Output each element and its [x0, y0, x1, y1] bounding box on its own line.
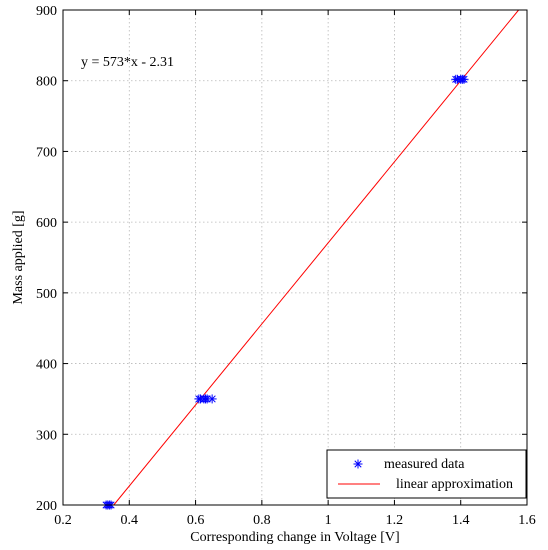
y-tick-label: 200: [36, 499, 57, 514]
y-tick-label: 700: [36, 145, 57, 160]
y-axis-title: Mass applied [g]: [11, 210, 26, 304]
fit-line: [113, 9, 520, 506]
x-tick-label: 1.6: [518, 513, 536, 528]
legend: measured data linear approximation: [326, 449, 527, 499]
data-point: [459, 74, 469, 84]
axis-ticks: [62, 9, 528, 506]
data-points-layer: [101, 74, 469, 510]
x-tick-label: 0.2: [54, 513, 72, 528]
y-tick-label: 900: [36, 4, 57, 19]
x-tick-label: 0.8: [253, 513, 271, 528]
fit-line-layer: [113, 9, 520, 506]
x-axis-title: Corresponding change in Voltage [V]: [190, 530, 399, 545]
grid-lines: [63, 10, 527, 505]
x-tick-label: 0.4: [121, 513, 139, 528]
y-tick-label: 300: [36, 428, 57, 443]
x-tick-label: 1: [325, 513, 332, 528]
x-tick-label: 1.4: [452, 513, 470, 528]
y-tick-label: 600: [36, 216, 57, 231]
tick-labels: 0.2 0.4 0.6 0.8 1 1.2 1.4 1.6 200 300 400 500 600 700…: [36, 4, 536, 528]
legend-label-linear: linear approximation: [396, 477, 513, 492]
x-tick-label: 0.6: [187, 513, 205, 528]
fit-equation-annotation: y = 573*x - 2.31: [81, 55, 174, 70]
data-point: [207, 394, 217, 404]
legend-marker-measured: [353, 459, 363, 469]
legend-label-measured: measured data: [384, 457, 465, 472]
y-tick-label: 500: [36, 287, 57, 302]
legend-box: [326, 449, 527, 499]
legend-asterisk: [353, 459, 363, 469]
x-tick-label: 1.2: [386, 513, 404, 528]
plot-frame: [62, 9, 528, 506]
y-tick-label: 800: [36, 75, 57, 90]
y-tick-label: 400: [36, 358, 57, 373]
